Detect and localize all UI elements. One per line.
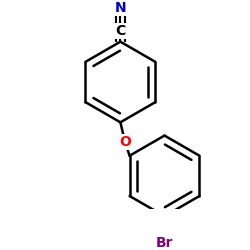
Text: Br: Br (156, 236, 173, 250)
Text: C: C (115, 24, 126, 38)
Text: N: N (114, 0, 126, 14)
Text: O: O (119, 135, 131, 149)
